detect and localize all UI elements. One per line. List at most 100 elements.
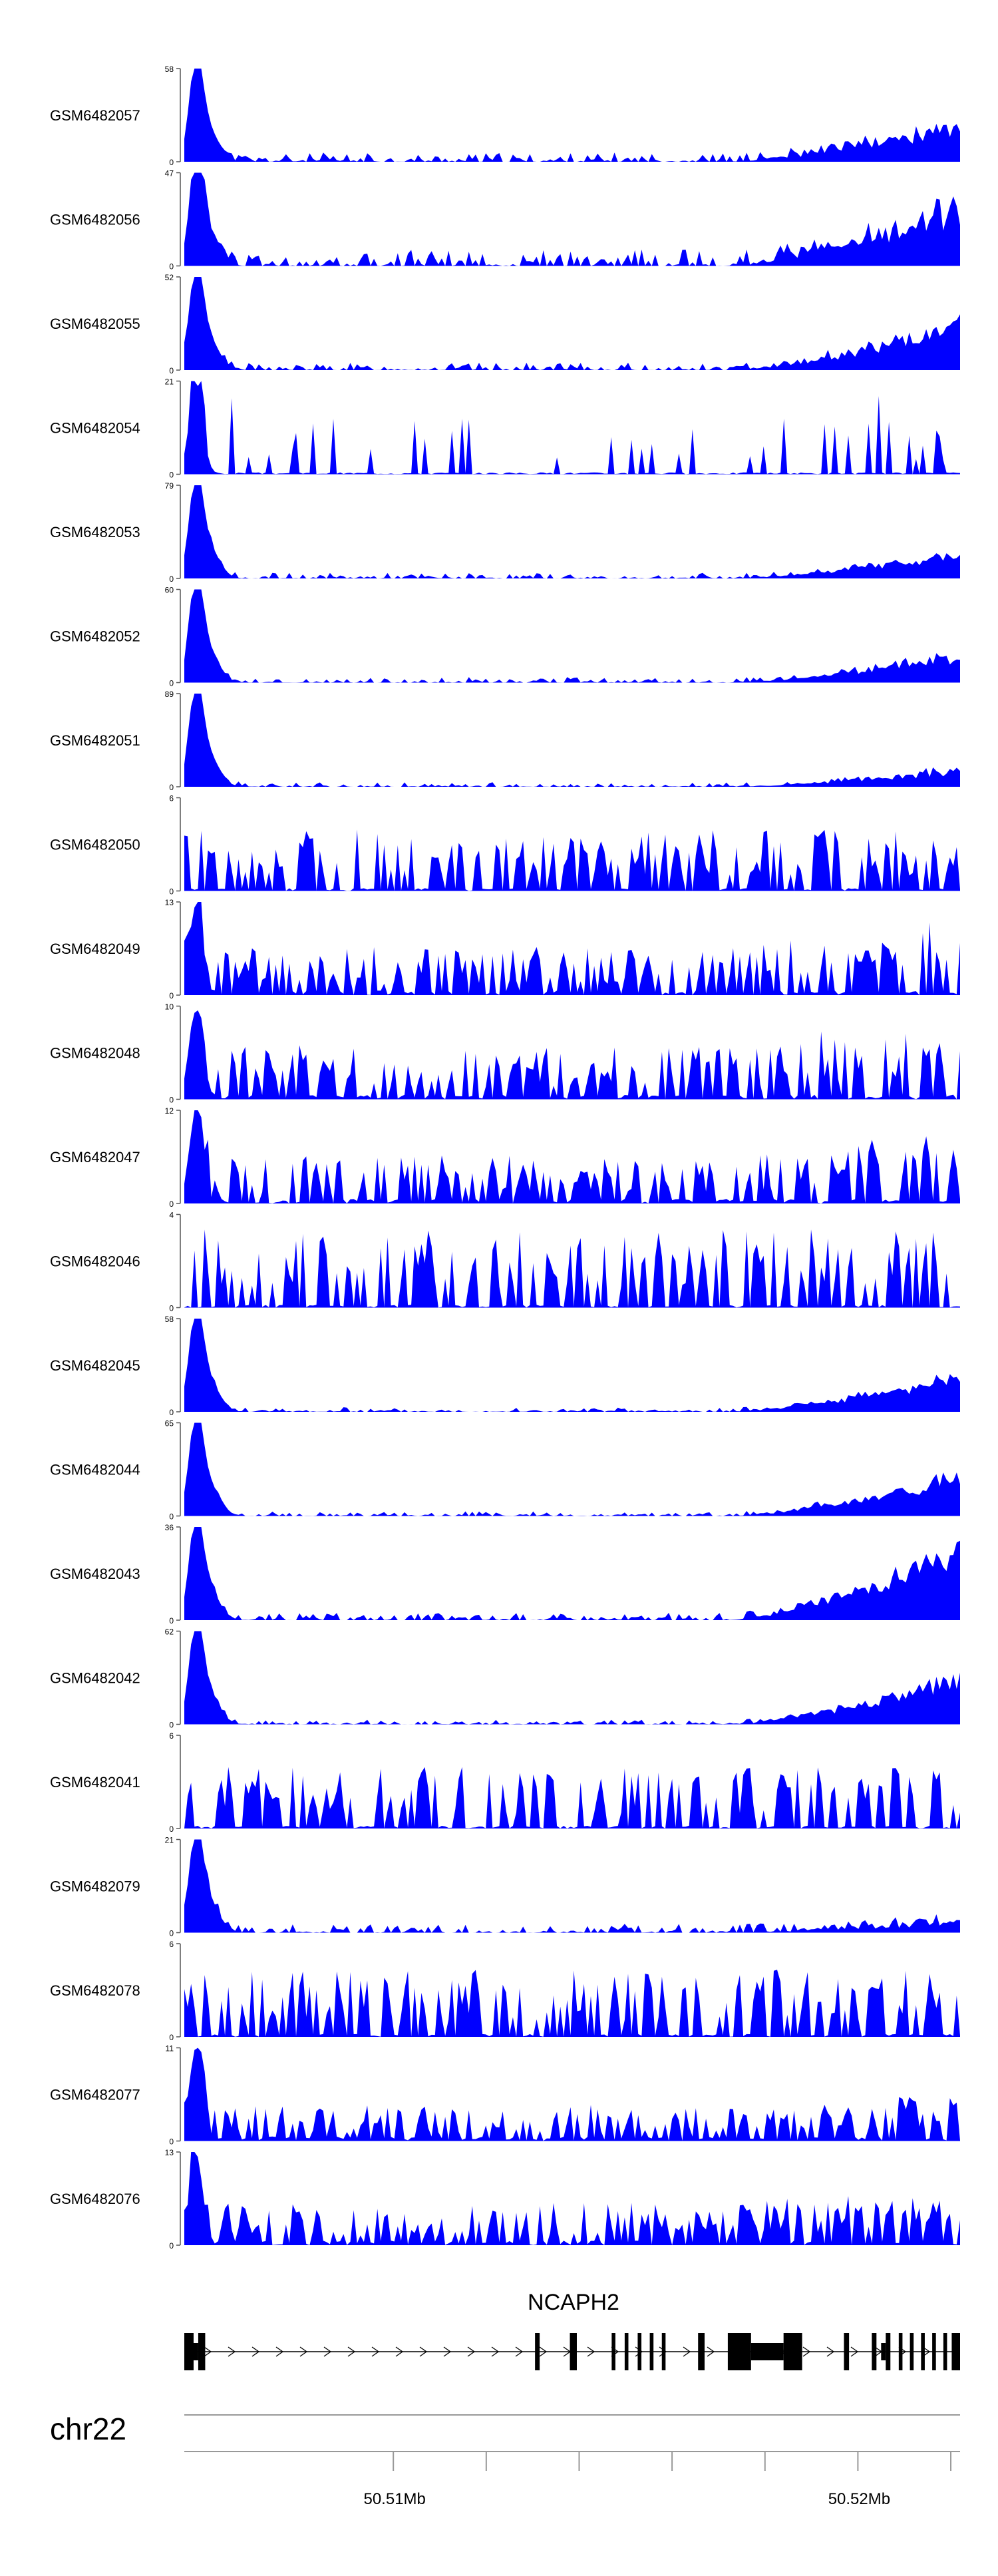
y-min-label: 0 (169, 366, 174, 375)
strand-arrow (275, 2346, 284, 2357)
track-label: GSM6482043 (50, 1566, 140, 1582)
y-min-label: 0 (169, 1408, 174, 1417)
coverage-tracks: GSM6482057580GSM6482056470GSM6482055520G… (50, 65, 960, 2251)
y-min-label: 0 (169, 2241, 174, 2251)
exon-block (898, 2333, 903, 2370)
y-max-label: 10 (165, 1002, 174, 1012)
exon-block (649, 2333, 654, 2370)
track-GSM6482077: GSM6482077 11 0 (50, 2044, 960, 2147)
y-min-label: 0 (169, 262, 174, 272)
y-max-label: 47 (165, 169, 174, 178)
exon-block (783, 2333, 802, 2370)
y-min-label: 0 (169, 783, 174, 792)
y-max-label: 6 (169, 1731, 174, 1741)
y-max-label: 6 (169, 794, 174, 803)
strand-arrow (228, 2346, 236, 2357)
y-max-label: 36 (165, 1523, 174, 1532)
strand-arrow (539, 2346, 548, 2357)
track-GSM6482043: GSM6482043 36 0 (50, 1523, 960, 1625)
y-min-label: 0 (169, 991, 174, 1000)
strand-arrow (850, 2346, 859, 2357)
y-min-label: 0 (169, 887, 174, 897)
y-max-label: 12 (165, 1106, 174, 1116)
exon-block (611, 2333, 615, 2370)
track-GSM6482079: GSM6482079 21 0 (50, 1836, 960, 1938)
y-max-label: 13 (165, 2148, 174, 2157)
coverage-area (184, 1319, 960, 1412)
coverage-area (184, 1767, 960, 1828)
y-max-label: 13 (165, 898, 174, 907)
y-min-label: 0 (169, 1825, 174, 1834)
y-min-label: 0 (169, 1199, 174, 1209)
coverage-area (184, 902, 960, 995)
exon-block (570, 2333, 577, 2370)
exon-block (535, 2333, 540, 2370)
coverage-area (184, 1422, 960, 1516)
exon-block (198, 2333, 206, 2370)
strand-arrow (251, 2346, 260, 2357)
y-max-label: 4 (169, 1211, 174, 1220)
strand-arrow (587, 2346, 595, 2357)
y-min-label: 0 (169, 2033, 174, 2042)
y-min-label: 0 (169, 1512, 174, 1522)
exon-block (184, 2333, 194, 2370)
strand-arrow (395, 2346, 404, 2357)
track-GSM6482045: GSM6482045 58 0 (50, 1315, 960, 1417)
y-min-label: 0 (169, 471, 174, 480)
y-min-label: 0 (169, 1929, 174, 1938)
track-label: GSM6482052 (50, 628, 140, 645)
y-min-label: 0 (169, 2137, 174, 2147)
exon-block (661, 2333, 666, 2370)
strand-arrow (515, 2346, 524, 2357)
track-GSM6482076: GSM6482076 13 0 (50, 2148, 960, 2251)
exon-block (844, 2333, 850, 2370)
track-GSM6482052: GSM6482052 60 0 (50, 586, 960, 688)
y-max-label: 58 (165, 1315, 174, 1324)
y-max-label: 6 (169, 1940, 174, 1949)
track-GSM6482042: GSM6482042 62 0 (50, 1627, 960, 1730)
coverage-area (184, 485, 960, 578)
y-max-label: 21 (165, 1836, 174, 1845)
track-label: GSM6482047 (50, 1149, 140, 1166)
strand-arrow (683, 2346, 691, 2357)
y-min-label: 0 (169, 574, 174, 584)
exon-block (932, 2333, 936, 2370)
track-label: GSM6482078 (50, 1982, 140, 1999)
y-max-label: 89 (165, 690, 174, 699)
track-GSM6482051: GSM6482051 89 0 (50, 690, 960, 792)
track-label: GSM6482046 (50, 1253, 140, 1270)
track-label: GSM6482042 (50, 1670, 140, 1687)
track-GSM6482044: GSM6482044 65 0 (50, 1419, 960, 1522)
track-GSM6482055: GSM6482055 52 0 (50, 273, 960, 375)
coverage-area (184, 1110, 960, 1203)
track-label: GSM6482049 (50, 941, 140, 957)
y-max-label: 11 (166, 2044, 174, 2053)
strand-arrow (443, 2346, 452, 2357)
track-label: GSM6482054 (50, 420, 140, 437)
utr-block (881, 2343, 886, 2360)
y-max-label: 21 (165, 377, 174, 387)
y-max-label: 58 (165, 65, 174, 74)
strand-arrow (347, 2346, 356, 2357)
coverage-area (184, 1527, 960, 1620)
track-label: GSM6482048 (50, 1045, 140, 1062)
coverage-area (184, 829, 960, 891)
track-GSM6482047: GSM6482047 12 0 (50, 1106, 960, 1209)
exon-block (943, 2333, 947, 2370)
coverage-area (184, 1229, 960, 1308)
strand-arrow (299, 2346, 308, 2357)
strand-arrow (826, 2346, 835, 2357)
y-max-label: 62 (165, 1627, 174, 1637)
coverage-area (184, 589, 960, 683)
coverage-area (184, 277, 960, 370)
x-tick-label: 50.52Mb (828, 2490, 890, 2508)
track-label: GSM6482050 (50, 837, 140, 853)
track-GSM6482048: GSM6482048 10 0 (50, 1002, 960, 1105)
exon-block (951, 2333, 960, 2370)
coverage-area (184, 2152, 960, 2245)
track-GSM6482041: GSM6482041 6 0 (50, 1731, 960, 1834)
coverage-area (184, 1970, 960, 2037)
y-max-label: 79 (165, 481, 174, 491)
genome-axis: chr22 50.51Mb 50.52Mb (50, 2412, 960, 2508)
y-min-label: 0 (169, 158, 174, 167)
